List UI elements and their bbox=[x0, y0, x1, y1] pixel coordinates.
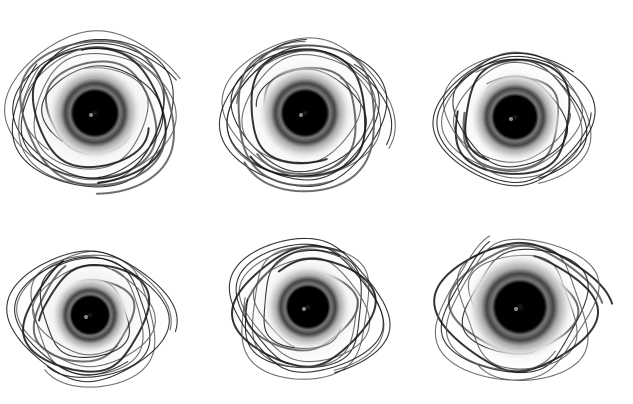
vortex-center bbox=[84, 315, 88, 319]
vortex-center bbox=[299, 113, 303, 117]
vortex-core bbox=[47, 65, 143, 161]
spiral-filament bbox=[241, 246, 370, 380]
spiral-filament bbox=[6, 250, 178, 383]
spiral-filament bbox=[221, 37, 396, 178]
vortex-core bbox=[257, 65, 353, 161]
vortex-panel bbox=[228, 237, 391, 380]
vortex-core bbox=[466, 253, 574, 361]
vortex-center bbox=[89, 113, 93, 117]
spiral-filament bbox=[226, 41, 377, 177]
spiral-filament bbox=[434, 235, 600, 381]
vortex-core bbox=[264, 263, 352, 351]
spiral-filament bbox=[249, 49, 367, 178]
vortex-panel bbox=[432, 51, 596, 187]
vortex-panel bbox=[4, 30, 181, 195]
spiral-filament bbox=[442, 52, 592, 184]
spiral-filament bbox=[433, 241, 614, 373]
spiral-filament bbox=[4, 30, 181, 181]
spiral-filament bbox=[432, 52, 596, 187]
spiral-filament bbox=[454, 58, 571, 175]
vortex-panel bbox=[218, 37, 396, 193]
spiral-filament bbox=[230, 245, 377, 368]
vortex-center bbox=[514, 307, 518, 311]
spiral-filament bbox=[237, 44, 376, 193]
vortex-center bbox=[302, 307, 306, 311]
spiral-filament bbox=[228, 237, 391, 374]
vortex-core bbox=[469, 71, 561, 163]
vortex-panel bbox=[433, 234, 614, 381]
spiral-filament bbox=[22, 260, 151, 373]
spiral-filament bbox=[238, 245, 385, 371]
spiral-filament bbox=[19, 40, 175, 195]
vortex-core bbox=[50, 275, 130, 355]
spiral-filament bbox=[11, 38, 174, 188]
spiral-filament bbox=[30, 254, 156, 388]
vortex-panel bbox=[6, 248, 178, 388]
vortex-center bbox=[509, 117, 513, 121]
